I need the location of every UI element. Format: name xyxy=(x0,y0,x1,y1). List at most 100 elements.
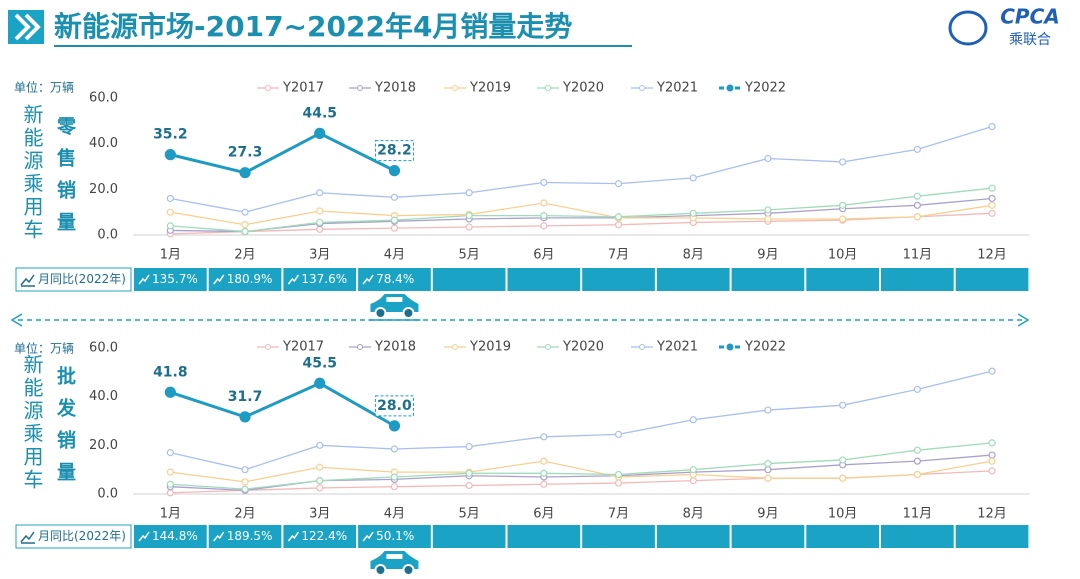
legend-label: Y2021 xyxy=(656,340,698,355)
legend-label: Y2019 xyxy=(469,81,511,96)
data-label: 35.2 xyxy=(153,127,188,143)
yoy-title: 月同比(2022年) xyxy=(38,272,126,286)
legend-marker xyxy=(726,84,734,92)
point xyxy=(241,208,249,216)
car-icon xyxy=(368,294,421,321)
data-label: 31.7 xyxy=(228,389,263,405)
point xyxy=(689,416,697,424)
point xyxy=(913,446,921,454)
point xyxy=(540,433,548,441)
series-line xyxy=(170,125,993,213)
point xyxy=(913,145,921,153)
yoy-trend-icon xyxy=(138,274,150,285)
point xyxy=(913,470,921,479)
yoy-cell xyxy=(283,525,357,548)
yoy-empty-cell xyxy=(582,268,655,291)
point xyxy=(839,456,847,464)
point xyxy=(540,457,548,465)
yoy-trend-icon xyxy=(287,274,300,285)
page-title: 新能源市场-2017~2022年4月销量走势 xyxy=(54,10,572,43)
car-window xyxy=(386,554,403,559)
point xyxy=(465,442,473,451)
y-tick-label: 40.0 xyxy=(89,136,118,151)
point xyxy=(764,466,772,474)
data-label: 28.0 xyxy=(377,398,412,414)
legend-label: Y2020 xyxy=(562,81,604,96)
legend-marker xyxy=(545,344,551,350)
y-tick-label: 0.0 xyxy=(97,228,118,243)
point xyxy=(614,213,623,221)
legend-label: Y2018 xyxy=(374,81,416,96)
point xyxy=(388,420,401,432)
x-tick-label: 2月 xyxy=(234,248,255,263)
legend-marker xyxy=(726,343,734,351)
unit-label: 单位：万辆 xyxy=(14,341,74,356)
data-label: 44.5 xyxy=(302,105,337,121)
point xyxy=(764,474,772,482)
y-tick-label: 20.0 xyxy=(89,438,118,453)
yoy-empty-cell xyxy=(582,525,655,548)
car-wheel xyxy=(402,307,415,319)
point xyxy=(614,470,623,479)
series-line xyxy=(169,131,396,175)
point xyxy=(540,178,548,187)
yoy-label: 144.8% xyxy=(152,529,198,543)
y-axis-label: 新能源乘用车 xyxy=(20,354,44,492)
point xyxy=(314,377,326,389)
point xyxy=(166,449,174,457)
point xyxy=(913,457,921,465)
point xyxy=(241,485,249,493)
point xyxy=(913,213,921,221)
yoy-cell xyxy=(208,268,282,291)
x-tick-label: 2月 xyxy=(234,507,255,522)
yoy-label: 50.1% xyxy=(376,529,414,543)
series-line xyxy=(170,370,993,471)
x-tick-label: 3月 xyxy=(309,248,330,263)
point xyxy=(689,209,697,217)
point xyxy=(465,189,473,197)
point xyxy=(316,218,324,227)
point xyxy=(540,199,548,207)
point xyxy=(390,216,399,224)
x-tick-label: 5月 xyxy=(459,248,480,263)
legend-marker xyxy=(357,344,363,350)
x-tick-label: 5月 xyxy=(459,507,480,522)
x-tick-label: 4月 xyxy=(384,248,405,263)
point xyxy=(540,469,548,477)
point xyxy=(839,201,847,209)
y-axis-label: 批发销量 xyxy=(54,366,77,494)
point xyxy=(988,122,996,131)
x-tick-label: 4月 xyxy=(384,507,405,522)
legend-marker xyxy=(357,85,363,91)
yoy-empty-cell xyxy=(881,268,954,291)
legend-marker xyxy=(639,344,645,350)
series-line xyxy=(170,460,993,483)
yoy-cell xyxy=(134,268,207,291)
x-tick-label: 1月 xyxy=(160,248,181,263)
x-tick-label: 8月 xyxy=(683,248,704,263)
point xyxy=(839,401,847,409)
point xyxy=(764,406,772,414)
point xyxy=(764,154,772,163)
x-tick-label: 3月 xyxy=(309,507,330,522)
point xyxy=(166,194,174,203)
yoy-label: 189.5% xyxy=(227,529,273,543)
yoy-trend-icon xyxy=(213,531,225,542)
car-wheel xyxy=(374,564,387,576)
yoy-empty-cell xyxy=(432,525,506,548)
point xyxy=(316,225,324,233)
x-tick-label: 7月 xyxy=(608,507,629,522)
yoy-icon xyxy=(20,531,35,544)
legend-marker xyxy=(545,85,551,91)
point xyxy=(689,477,697,485)
yoy-empty-cell xyxy=(731,268,805,291)
point xyxy=(614,479,623,487)
logo-subtext: 乘联合 xyxy=(1009,32,1051,48)
yoy-empty-cell xyxy=(806,525,879,548)
label-box xyxy=(374,395,414,417)
x-tick-label: 8月 xyxy=(683,507,704,522)
x-tick-label: 9月 xyxy=(757,507,778,522)
yoy-cell xyxy=(358,268,431,291)
point xyxy=(166,468,174,476)
